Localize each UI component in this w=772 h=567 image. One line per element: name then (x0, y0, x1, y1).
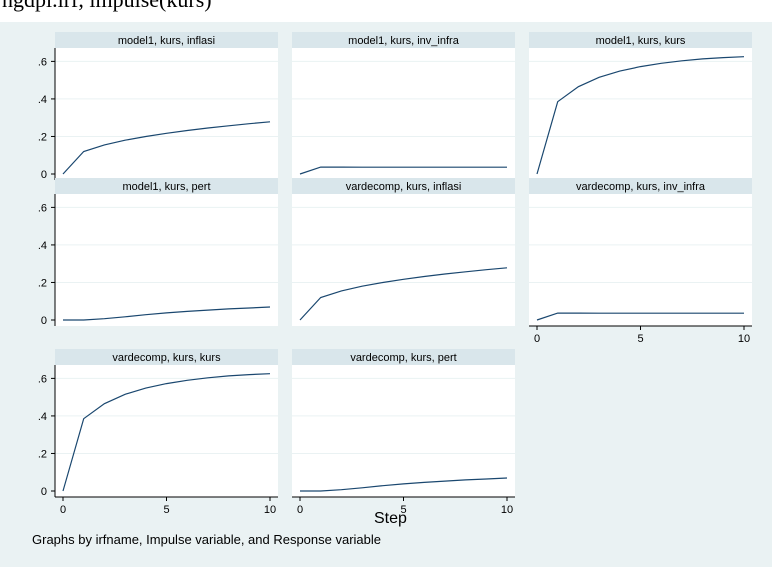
panel-7-ytick-label-2: .4 (38, 411, 47, 423)
graph-note: Graphs by irfname, Impulse variable, and… (32, 532, 382, 547)
panel-8-series-line (300, 477, 508, 492)
x-axis-title: Step (374, 510, 407, 527)
panel-6-series-line (536, 312, 744, 321)
panel-7-xtick-label-1: 5 (163, 504, 169, 516)
panel-7-xtick-label-0: 0 (60, 504, 66, 516)
panel-4-ytick-label-1: .2 (38, 277, 47, 289)
panel-1-strip (55, 32, 278, 48)
panel-7-strip (55, 349, 278, 365)
panel-4-title: model1, kurs, pert (122, 181, 210, 193)
panel-7-plot-area (55, 365, 278, 497)
panel-8-plot-area (292, 365, 515, 497)
panel-7-ytick-label-1: .2 (38, 448, 47, 460)
panel-7-title: vardecomp, kurs, kurs (112, 352, 221, 364)
panel-5-plot-area (292, 194, 515, 326)
panel-6-xtick-label-1: 5 (637, 333, 643, 345)
panel-4-series-line (63, 306, 271, 321)
panel-1-ytick-label-3: .6 (38, 56, 47, 68)
panel-4-ytick-label-2: .4 (38, 240, 47, 252)
panel-8-xtick-label-2: 10 (501, 504, 513, 516)
panel-3-plot-area (529, 48, 752, 180)
panel-7-ytick-label-3: .6 (38, 373, 47, 385)
graph-area: model1, kurs, inflasi 0 .2 .4 .6 model1, kurs… (0, 22, 772, 567)
top-caption-strip: ngdpl.irf, impulse(kurs) (0, 0, 772, 22)
panel-6-xtick-label-2: 10 (738, 333, 750, 345)
panel-7-series-line (62, 373, 271, 492)
panel-7-xtick-label-2: 10 (264, 504, 276, 516)
panel-4-plot-area (55, 194, 278, 326)
panel-6-plot-area (529, 194, 752, 326)
header-text: ngdpl.irf, impulse(kurs) (2, 0, 212, 13)
panel-1-series-line (62, 121, 271, 175)
panel-6-strip (529, 178, 752, 194)
panel-1-title: model1, kurs, inflasi (118, 35, 215, 47)
panel-7-ytick-label-0: 0 (41, 486, 47, 498)
panel-1-plot-area (55, 48, 278, 180)
panel-1-ytick-label-2: .4 (38, 94, 47, 106)
panel-3-series-line (536, 56, 745, 175)
panel-2-series-line (299, 166, 507, 175)
panel-4-ytick-label-3: .6 (38, 202, 47, 214)
panel-2-strip (292, 32, 515, 48)
panel-8-xtick-label-1: 5 (400, 504, 406, 516)
panel-1-ytick-label-0: 0 (41, 169, 47, 181)
panel-8-strip (292, 349, 515, 365)
panel-5-strip (292, 178, 515, 194)
panel-3-title: model1, kurs, kurs (596, 35, 686, 47)
panel-8-title: vardecomp, kurs, pert (350, 352, 456, 364)
panel-6-xtick-label-0: 0 (534, 333, 540, 345)
panel-2-title: model1, kurs, inv_infra (348, 35, 460, 47)
chart-figure: model1, kurs, inflasi 0 .2 .4 .6 model1, kurs… (38, 32, 752, 516)
panel-8-xtick-label-0: 0 (297, 504, 303, 516)
panel-3-strip (529, 32, 752, 48)
panel-5-series-line (299, 267, 508, 321)
panel-1-ytick-label-1: .2 (38, 131, 47, 143)
panel-4-strip (55, 178, 278, 194)
panel-6-title: vardecomp, kurs, inv_infra (576, 181, 706, 193)
panel-2-plot-area (292, 48, 515, 180)
panel-5-title: vardecomp, kurs, inflasi (346, 181, 462, 193)
panel-4-ytick-label-0: 0 (41, 315, 47, 327)
